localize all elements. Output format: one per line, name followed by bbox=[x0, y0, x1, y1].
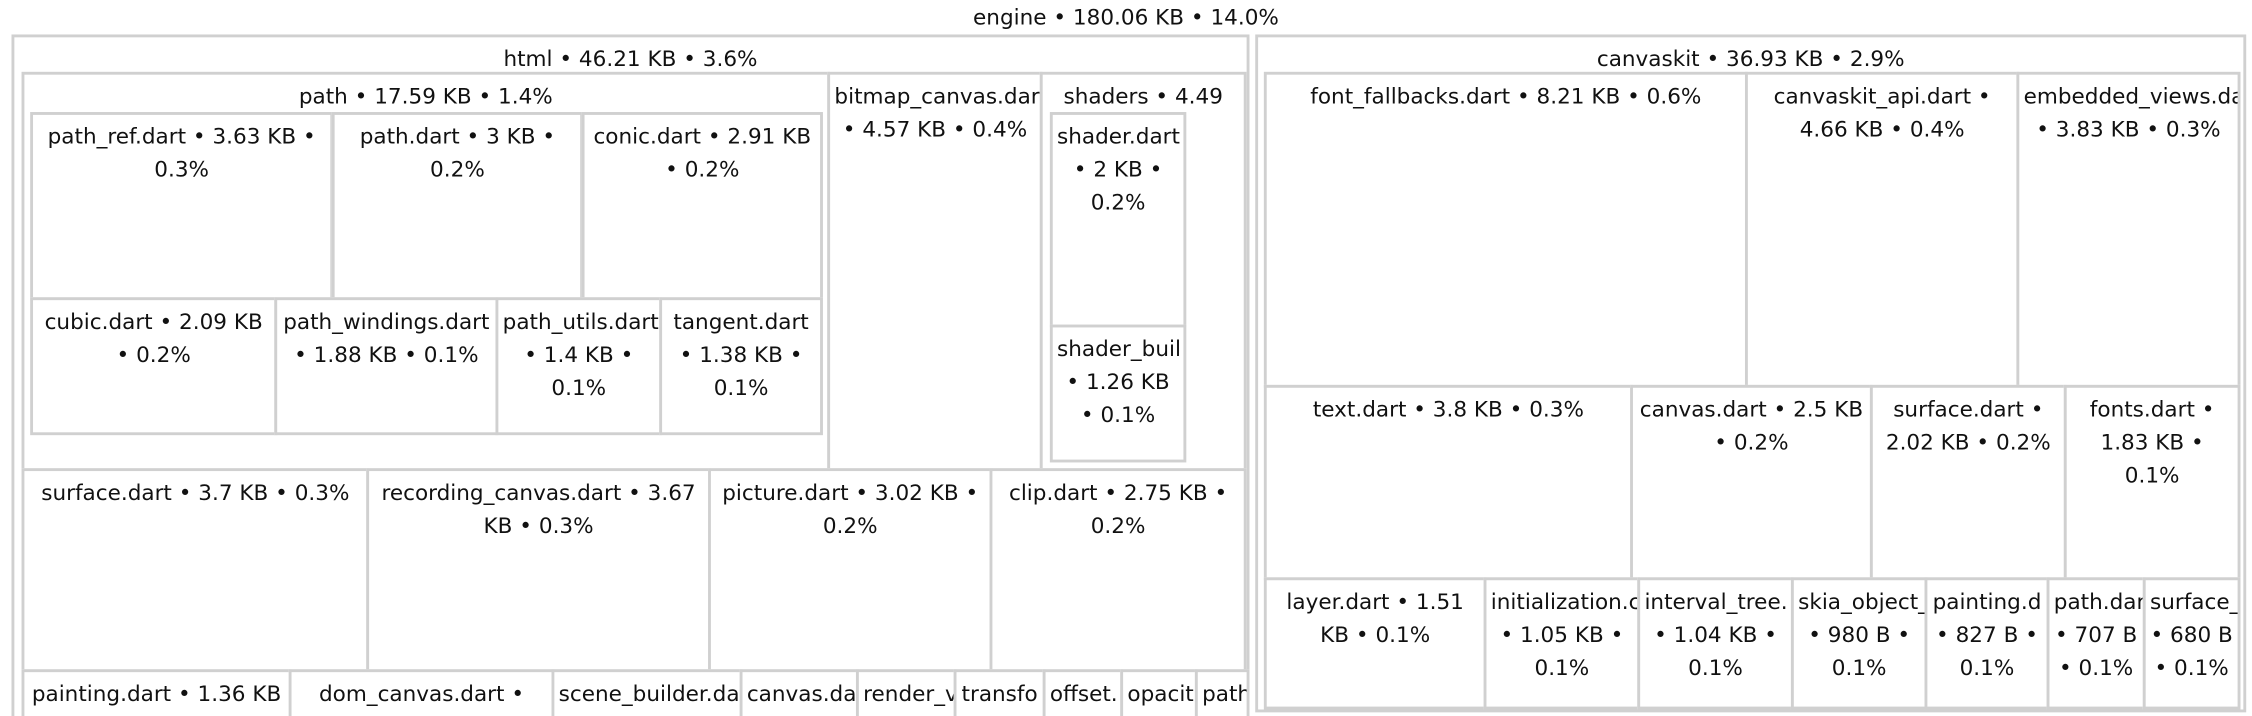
treemap-node[interactable]: tangent.dart • 1.38 KB • 0.1% bbox=[659, 297, 823, 436]
node-label: path_windings.dart • 1.88 KB • 0.1% bbox=[283, 308, 490, 368]
node-label: layer.dart • 1.51 KB • 0.1% bbox=[1286, 588, 1464, 648]
treemap-node[interactable]: transfo bbox=[953, 669, 1046, 716]
node-label: cubic.dart • 2.09 KB • 0.2% bbox=[44, 308, 263, 368]
treemap-node[interactable]: canvaskit_api.dart • 4.66 KB • 0.4% bbox=[1744, 71, 2020, 388]
node-label: shaders • 4.49 bbox=[1063, 83, 1223, 110]
node-label: render_v bbox=[863, 680, 957, 707]
node-label: dom_canvas.dart • bbox=[318, 680, 525, 707]
treemap-node[interactable]: canvas.dart • 2.5 KB • 0.2% bbox=[1630, 384, 1873, 581]
treemap-node[interactable]: opacit bbox=[1120, 669, 1198, 716]
treemap-node[interactable]: painting.dart • 1.36 KB bbox=[21, 669, 292, 716]
treemap-node[interactable]: initialization.c • 1.05 KB • 0.1% bbox=[1483, 577, 1641, 710]
node-label: html • 46.21 KB • 3.6% bbox=[503, 45, 758, 72]
treemap-node[interactable]: text.dart • 3.8 KB • 0.3% bbox=[1263, 384, 1633, 581]
node-label: text.dart • 3.8 KB • 0.3% bbox=[1312, 396, 1584, 423]
treemap-node[interactable]: path bbox=[1194, 669, 1250, 716]
node-label: picture.dart • 3.02 KB • 0.2% bbox=[722, 479, 979, 539]
node-label: skia_object_ • 980 B • 0.1% bbox=[1798, 588, 1928, 681]
node-label: shader_buil • 1.26 KB • 0.1% bbox=[1057, 336, 1181, 428]
treemap-node[interactable]: layer.dart • 1.51 KB • 0.1% bbox=[1263, 577, 1487, 710]
treemap-node[interactable]: path_utils.dart • 1.4 KB • 0.1% bbox=[495, 297, 663, 436]
node-label: recording_canvas.dart • 3.67 KB • 0.3% bbox=[381, 479, 696, 539]
treemap-node[interactable]: path.dart • 3 KB • 0.2% bbox=[331, 112, 584, 301]
treemap-node[interactable]: picture.dart • 3.02 KB • 0.2% bbox=[708, 468, 993, 673]
treemap-node[interactable]: surface_ • 680 B • 0.1% bbox=[2142, 577, 2241, 710]
node-label: path_ref.dart • 3.63 KB • 0.3% bbox=[47, 123, 316, 183]
treemap-node[interactable]: fonts.dart • 1.83 KB • 0.1% bbox=[2063, 384, 2241, 581]
node-label: embedded_views.da • 3.83 KB • 0.3% bbox=[2023, 83, 2241, 143]
treemap-node[interactable]: conic.dart • 2.91 KB • 0.2% bbox=[581, 112, 823, 301]
node-label: offset. bbox=[1049, 680, 1118, 707]
node-label: painting.d • 827 B • 0.1% bbox=[1932, 588, 2042, 681]
treemap-node[interactable]: scene_builder.da bbox=[551, 669, 743, 716]
node-label: canvas.da bbox=[746, 680, 857, 707]
treemap-node[interactable]: shader_buil • 1.26 KB • 0.1% bbox=[1049, 324, 1187, 463]
node-label: transfo bbox=[961, 680, 1038, 707]
node-label: path_utils.dart • 1.4 KB • 0.1% bbox=[502, 308, 659, 401]
node-label: bitmap_canvas.dar • 4.57 KB • 0.4% bbox=[834, 83, 1040, 143]
treemap-node[interactable]: recording_canvas.dart • 3.67 KB • 0.3% bbox=[366, 468, 711, 673]
node-label: canvaskit • 36.93 KB • 2.9% bbox=[1596, 45, 1905, 72]
node-label: path bbox=[1202, 680, 1250, 707]
treemap-node[interactable]: clip.dart • 2.75 KB • 0.2% bbox=[989, 468, 1247, 673]
treemap-node[interactable]: painting.d • 827 B • 0.1% bbox=[1924, 577, 2050, 710]
node-label: interval_tree. • 1.04 KB • 0.1% bbox=[1644, 588, 1788, 681]
node-label: canvaskit_api.dart • 4.66 KB • 0.4% bbox=[1773, 83, 1991, 143]
treemap-node[interactable]: embedded_views.da • 3.83 KB • 0.3% bbox=[2016, 71, 2241, 388]
node-label: opacit bbox=[1127, 680, 1194, 707]
node-label: painting.dart • 1.36 KB bbox=[31, 680, 282, 707]
treemap-node[interactable]: render_v bbox=[855, 669, 957, 716]
node-label: initialization.c • 1.05 KB • 0.1% bbox=[1490, 588, 1641, 681]
treemap-node[interactable]: offset. bbox=[1042, 669, 1124, 716]
node-label: path • 17.59 KB • 1.4% bbox=[298, 83, 553, 110]
node-label: conic.dart • 2.91 KB • 0.2% bbox=[593, 123, 812, 183]
node-label: path.dar • 707 B • 0.1% bbox=[2053, 588, 2146, 681]
treemap-node[interactable]: surface.dart • 2.02 KB • 0.2% bbox=[1869, 384, 2067, 581]
treemap-node[interactable]: bitmap_canvas.dar • 4.57 KB • 0.4% bbox=[827, 71, 1043, 472]
treemap-node[interactable]: cubic.dart • 2.09 KB • 0.2% bbox=[30, 297, 278, 436]
node-label: path.dart • 3 KB • 0.2% bbox=[359, 123, 556, 183]
node-label: clip.dart • 2.75 KB • 0.2% bbox=[1008, 479, 1228, 539]
node-label: surface.dart • 3.7 KB • 0.3% bbox=[41, 479, 350, 506]
treemap-node[interactable]: skia_object_ • 980 B • 0.1% bbox=[1790, 577, 1928, 710]
treemap-node[interactable]: path_ref.dart • 3.63 KB • 0.3% bbox=[30, 112, 334, 301]
treemap-node[interactable]: surface.dart • 3.7 KB • 0.3% bbox=[21, 468, 370, 673]
treemap-node[interactable]: path.dar • 707 B • 0.1% bbox=[2046, 577, 2146, 710]
node-label: shader.dart • 2 KB • 0.2% bbox=[1057, 123, 1180, 216]
node-label: font_fallbacks.dart • 8.21 KB • 0.6% bbox=[1310, 83, 1702, 110]
node-label: surface.dart • 2.02 KB • 0.2% bbox=[1885, 396, 2051, 456]
treemap-node[interactable]: interval_tree. • 1.04 KB • 0.1% bbox=[1637, 577, 1794, 710]
node-label: tangent.dart • 1.38 KB • 0.1% bbox=[673, 308, 809, 401]
treemap-node[interactable]: path_windings.dart • 1.88 KB • 0.1% bbox=[274, 297, 499, 436]
treemap-node[interactable]: dom_canvas.dart • bbox=[288, 669, 555, 716]
node-label: surface_ • 680 B • 0.1% bbox=[2149, 588, 2241, 681]
root-label: engine • 180.06 KB • 14.0% bbox=[973, 4, 1279, 31]
node-label: scene_builder.da bbox=[558, 680, 740, 707]
node-label: fonts.dart • 1.83 KB • 0.1% bbox=[2089, 396, 2215, 489]
treemap-node[interactable]: canvas.da bbox=[739, 669, 859, 716]
node-label: canvas.dart • 2.5 KB • 0.2% bbox=[1639, 396, 1864, 456]
treemap-node[interactable]: font_fallbacks.dart • 8.21 KB • 0.6% bbox=[1263, 71, 1748, 388]
treemap-node[interactable]: shader.dart • 2 KB • 0.2% bbox=[1049, 112, 1187, 328]
